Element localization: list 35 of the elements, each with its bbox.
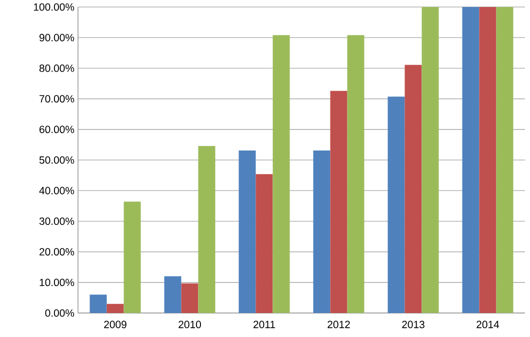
y-tick-label: 20.00% bbox=[40, 248, 74, 256]
y-tick-label: 40.00% bbox=[39, 186, 74, 194]
bar bbox=[106, 304, 124, 314]
y-tick-label: 80.00% bbox=[39, 64, 74, 72]
x-tick-label: 2010 bbox=[178, 320, 201, 328]
bar bbox=[347, 35, 364, 314]
bar bbox=[256, 174, 273, 314]
y-tick-label: 60.00% bbox=[40, 126, 74, 134]
bar bbox=[90, 294, 107, 314]
y-tick-label: 100.00% bbox=[34, 3, 74, 11]
x-tick-label: 2009 bbox=[104, 320, 126, 328]
bar bbox=[313, 150, 330, 314]
bar bbox=[404, 64, 422, 314]
x-tick-label: 2012 bbox=[328, 320, 350, 328]
y-tick-label: 30.00% bbox=[39, 218, 74, 225]
y-tick-label: 0.00% bbox=[45, 309, 74, 317]
y-tick-label: 50.00% bbox=[39, 156, 74, 164]
bar bbox=[462, 7, 480, 314]
bar bbox=[238, 150, 256, 314]
bar bbox=[496, 7, 514, 314]
bar bbox=[272, 35, 290, 314]
bar bbox=[164, 276, 182, 314]
bar bbox=[388, 96, 405, 314]
bar bbox=[181, 283, 198, 314]
bar bbox=[422, 7, 439, 314]
y-tick-label: 10.00% bbox=[40, 278, 74, 286]
y-tick-label: 90.00% bbox=[39, 34, 74, 42]
bar bbox=[124, 202, 141, 314]
bar bbox=[330, 90, 348, 314]
y-tick-label: 70.00% bbox=[40, 95, 74, 103]
x-tick-label: 2013 bbox=[402, 320, 424, 328]
x-tick-label: 2011 bbox=[254, 320, 275, 328]
bar bbox=[198, 146, 216, 314]
bar bbox=[479, 7, 496, 314]
x-tick-label: 2014 bbox=[476, 320, 500, 328]
